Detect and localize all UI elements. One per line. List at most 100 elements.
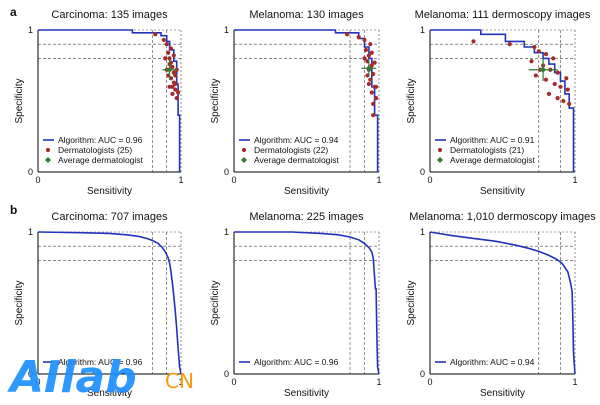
dermatologist-point-1 <box>153 32 158 37</box>
legend-entry-3: Average dermatologist <box>254 155 340 165</box>
dermatologist-point-2 <box>161 37 166 43</box>
dermatologist-point-7 <box>529 59 534 64</box>
y-tick-label-1: 1 <box>420 227 425 237</box>
row-letter-b: b <box>10 203 17 217</box>
dermatologist-point-12 <box>173 87 178 92</box>
x-tick-label-0: 0 <box>231 175 236 185</box>
chart-panel-3: Melanoma: 111 dermoscopy images 0 1 0 1 Sensi… <box>406 9 591 197</box>
legend-entry-3: Average dermatologist <box>58 155 144 165</box>
chart-title: Melanoma: 225 images <box>249 211 364 223</box>
x-axis-label: Sensitivity <box>480 388 525 399</box>
y-tick-label-1: 1 <box>224 25 229 35</box>
legend-entry-1: Algorithm: AUC = 0.91 <box>450 135 535 145</box>
dermatologist-point-5 <box>366 53 371 58</box>
dermatologist-point-2 <box>507 42 512 47</box>
roc-curve-line <box>234 29 379 172</box>
dermatologist-point-12 <box>369 90 374 95</box>
roc-curve-line <box>37 231 182 375</box>
legend-entry-1: Algorithm: AUC = 0.96 <box>254 357 339 367</box>
dermatologist-point-24 <box>176 90 181 95</box>
roc-curve-line <box>429 231 576 375</box>
roc-curve-line <box>430 29 575 172</box>
watermark-text: AIlab <box>7 352 137 403</box>
chart-panel-2: Melanoma: 130 images 0 1 0 1 Sensitivity Speci… <box>210 9 382 197</box>
x-axis-label: Sensitivity <box>87 388 132 399</box>
y-axis-label: Specificity <box>14 78 25 123</box>
legend-swatch-dermatologists <box>437 147 443 153</box>
x-axis-label: Sensitivity <box>284 186 329 197</box>
dermatologist-point-23 <box>170 84 175 89</box>
dermatologist-point-5 <box>543 52 549 57</box>
average-dermatologist-marker <box>365 65 372 72</box>
chart-panel-5: Melanoma: 225 images 0 1 0 1 Sensitivity Speci… <box>210 211 382 399</box>
dermatologist-point-19 <box>369 50 374 55</box>
legend-entry-2: Dermatologists (22) <box>254 145 328 155</box>
y-tick-label-1: 1 <box>28 25 33 35</box>
dermatologist-point-16 <box>546 91 552 96</box>
dermatologist-point-1 <box>471 39 476 44</box>
x-tick-label-0: 0 <box>427 377 432 387</box>
legend-swatch-dermatologists <box>241 147 247 153</box>
watermark-suffix: CN <box>165 369 194 393</box>
chart-panel-6: Melanoma: 1,010 dermoscopy images 0 1 0 1 Sen… <box>406 211 596 399</box>
chart-title: Melanoma: 130 images <box>249 9 364 21</box>
dermatologist-point-11 <box>533 73 538 78</box>
x-tick-label-1: 1 <box>178 377 183 387</box>
chart-title: Melanoma: 1,010 dermoscopy images <box>409 211 596 223</box>
y-tick-label-1: 1 <box>224 227 229 237</box>
dermatologist-point-4 <box>536 49 541 54</box>
y-axis-label: Specificity <box>406 280 417 325</box>
x-tick-label-0: 0 <box>35 175 40 185</box>
legend-swatch-average <box>241 157 247 163</box>
legend-entry-1: Algorithm: AUC = 0.96 <box>58 357 143 367</box>
dermatologist-point-3 <box>362 37 367 43</box>
dermatologist-point-15 <box>565 87 570 92</box>
average-dermatologist-marker <box>166 66 173 73</box>
y-tick-label-1: 1 <box>420 25 425 35</box>
roc-curve-line <box>234 231 380 375</box>
row-letter-a: a <box>10 5 17 19</box>
legend-swatch-dermatologists <box>45 147 51 153</box>
x-tick-label-1: 1 <box>376 175 381 185</box>
y-tick-label-1: 1 <box>28 227 33 237</box>
dermatologist-point-17 <box>555 96 560 101</box>
dermatologist-point-16 <box>163 56 168 61</box>
y-tick-label-0: 0 <box>28 369 33 379</box>
legend-entry-1: Algorithm: AUC = 0.96 <box>58 135 143 145</box>
dermatologist-point-3 <box>164 42 169 47</box>
dermatologist-point-4 <box>166 50 171 55</box>
chart-panel-1: Carcinoma: 135 images 0 1 0 1 Sensitivity Spec… <box>14 9 184 197</box>
x-tick-label-0: 0 <box>427 175 432 185</box>
dermatologist-point-18 <box>362 56 367 61</box>
dermatologist-point-9 <box>371 71 376 77</box>
dermatologist-point-7 <box>170 64 175 70</box>
dermatologist-point-18 <box>561 98 566 104</box>
dermatologist-point-10 <box>555 70 560 75</box>
dermatologist-point-20 <box>374 84 379 89</box>
chart-panel-4: Carcinoma: 707 images 0 1 0 1 Sensitivity Spec… <box>14 211 184 399</box>
dermatologist-point-7 <box>369 63 374 68</box>
x-tick-label-0: 0 <box>231 377 236 387</box>
x-axis-label: Sensitivity <box>480 186 525 197</box>
y-axis-label: Specificity <box>14 280 25 325</box>
legend-swatch-average <box>45 157 51 163</box>
dermatologist-point-15 <box>368 42 373 47</box>
dermatologist-point-13 <box>552 81 557 87</box>
x-axis-label: Sensitivity <box>284 388 329 399</box>
dermatologist-point-18 <box>168 46 174 51</box>
y-tick-label-0: 0 <box>420 167 425 177</box>
x-tick-label-0: 0 <box>35 377 40 387</box>
legend-entry-2: Dermatologists (21) <box>450 145 524 155</box>
dermatologist-point-14 <box>174 96 179 101</box>
dermatologist-point-19 <box>567 101 572 106</box>
average-dermatologist-marker <box>540 66 547 73</box>
watermark-logo: AIlab CN <box>7 352 194 403</box>
chart-title: Melanoma: 111 dermoscopy images <box>415 9 591 21</box>
dermatologist-point-22 <box>173 81 178 87</box>
dermatologist-point-17 <box>173 73 178 78</box>
dermatologist-point-21 <box>564 76 569 81</box>
y-axis-label: Specificity <box>210 78 221 123</box>
dermatologist-point-17 <box>372 60 377 65</box>
y-tick-label-0: 0 <box>28 167 33 177</box>
